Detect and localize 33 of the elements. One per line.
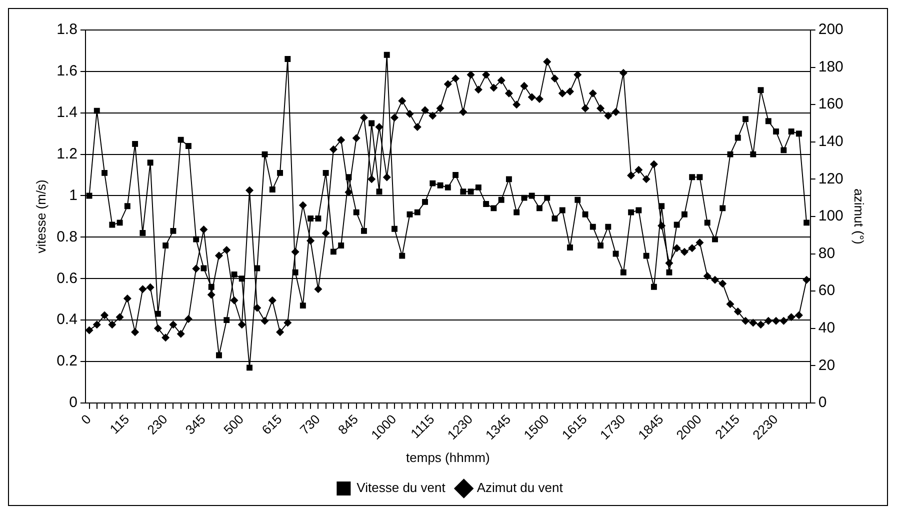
x-tick-label: 500 (220, 411, 247, 438)
y2-tick-label: 60 (818, 282, 836, 300)
y-tick-label: 1 (69, 186, 78, 204)
y-tick-label: 0.6 (56, 270, 78, 287)
x-tick-label: 115 (106, 411, 132, 437)
x-tick-label: 615 (258, 411, 285, 438)
x-axis-title: temps (hhmm) (406, 450, 490, 465)
y2-tick-label: 20 (818, 356, 836, 374)
legend-label: Vitesse du vent (356, 480, 446, 496)
y2-tick-label: 200 (818, 21, 844, 38)
y2-tick-label: 140 (818, 133, 844, 150)
y2-tick-label: 180 (818, 58, 844, 76)
y2-axis-title: azimut (°) (852, 188, 867, 244)
x-tick-label: 345 (182, 411, 208, 438)
y2-tick-label: 0 (818, 394, 827, 412)
y2-tick-label: 40 (818, 319, 836, 336)
x-tick-label: 845 (335, 411, 361, 438)
legend-label: Azimut du vent (476, 480, 564, 496)
x-tick-label: 230 (144, 411, 170, 438)
y-tick-label: 0.4 (56, 311, 78, 328)
y-tick-label: 0.2 (56, 352, 78, 370)
y-tick-label: 1.6 (56, 62, 78, 80)
y-tick-label: 0.8 (56, 228, 78, 246)
y-tick-label: 1.2 (56, 145, 78, 162)
y-tick-label: 1.8 (56, 21, 78, 38)
y2-tick-label: 120 (818, 170, 844, 188)
y-tick-label: 1.4 (56, 104, 78, 122)
y-axis-title: vitesse (m/s) (33, 180, 48, 254)
y-tick-label: 0 (69, 394, 78, 412)
y2-tick-label: 100 (818, 208, 844, 225)
x-tick-label: 730 (296, 411, 323, 438)
y2-tick-label: 160 (818, 96, 844, 113)
y2-tick-label: 80 (818, 244, 836, 262)
